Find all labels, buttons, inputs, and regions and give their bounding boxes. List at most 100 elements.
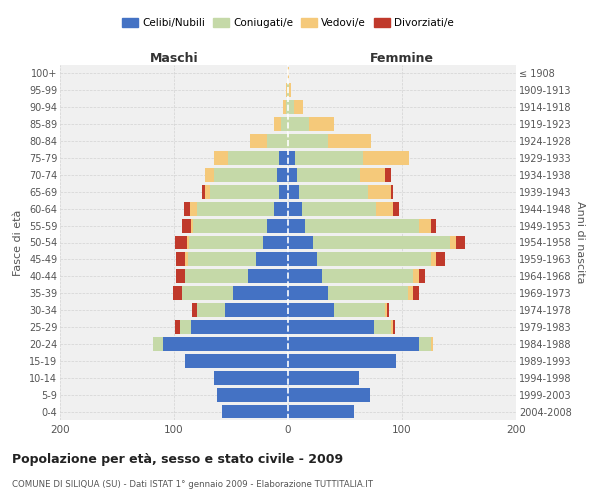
Bar [175,320,180,334]
Bar [302,202,376,215]
Bar [393,202,398,215]
Bar [413,286,419,300]
Bar [154,337,163,351]
Bar [419,337,431,351]
Bar [214,168,277,182]
Bar [288,388,370,402]
Bar [190,202,197,215]
Bar [191,218,193,232]
Bar [360,168,385,182]
Bar [408,286,413,300]
Text: Popolazione per età, sesso e stato civile - 2009: Popolazione per età, sesso e stato civil… [12,452,343,466]
Text: Maschi: Maschi [149,52,199,65]
Bar [256,252,288,266]
Bar [185,252,188,266]
Bar [222,404,288,418]
Y-axis label: Anni di nascita: Anni di nascita [575,201,586,284]
Bar [185,354,288,368]
Bar [391,185,393,198]
Bar [385,303,387,317]
Bar [368,185,391,198]
Bar [294,100,303,114]
Bar [191,320,288,334]
Bar [288,117,308,131]
Bar [288,202,302,215]
Bar [176,270,185,283]
Bar [182,218,191,232]
Bar [268,134,288,148]
Bar [197,303,226,317]
Bar [288,151,295,165]
Bar [281,117,288,131]
Bar [286,84,287,98]
Bar [189,236,263,250]
Bar [436,252,445,266]
Bar [455,236,465,250]
Bar [317,252,431,266]
Bar [431,337,433,351]
Bar [268,218,288,232]
Bar [328,134,371,148]
Bar [289,84,292,98]
Bar [214,371,288,384]
Bar [288,404,354,418]
Bar [373,320,391,334]
Bar [274,202,288,215]
Bar [288,252,317,266]
Bar [328,286,408,300]
Bar [288,66,289,80]
Bar [288,270,322,283]
Bar [431,218,436,232]
Bar [413,270,419,283]
Y-axis label: Fasce di età: Fasce di età [13,210,23,276]
Bar [248,270,288,283]
Bar [205,185,211,198]
Bar [297,168,360,182]
Bar [313,236,450,250]
Bar [295,151,363,165]
Bar [211,185,279,198]
Bar [217,388,288,402]
Bar [283,100,286,114]
Bar [277,168,288,182]
Bar [288,371,359,384]
Bar [393,320,395,334]
Bar [202,185,205,198]
Bar [288,354,397,368]
Bar [385,168,391,182]
Bar [263,236,288,250]
Bar [431,252,436,266]
Bar [173,286,182,300]
Bar [175,236,187,250]
Bar [450,236,455,250]
Bar [288,236,313,250]
Bar [288,84,289,98]
Bar [305,218,419,232]
Bar [279,151,288,165]
Bar [187,236,189,250]
Bar [182,286,233,300]
Bar [288,337,419,351]
Legend: Celibi/Nubili, Coniugati/e, Vedovi/e, Divorziati/e: Celibi/Nubili, Coniugati/e, Vedovi/e, Di… [118,14,458,32]
Bar [250,134,268,148]
Text: COMUNE DI SILIQUA (SU) - Dati ISTAT 1° gennaio 2009 - Elaborazione TUTTITALIA.IT: COMUNE DI SILIQUA (SU) - Dati ISTAT 1° g… [12,480,373,489]
Text: Femmine: Femmine [370,52,434,65]
Bar [288,168,297,182]
Bar [288,134,328,148]
Bar [308,117,334,131]
Bar [274,117,281,131]
Bar [376,202,393,215]
Bar [205,168,214,182]
Bar [184,202,190,215]
Bar [299,185,368,198]
Bar [391,320,393,334]
Bar [322,270,413,283]
Bar [287,84,288,98]
Bar [233,286,288,300]
Bar [227,151,279,165]
Bar [279,185,288,198]
Bar [288,286,328,300]
Bar [334,303,385,317]
Bar [188,252,256,266]
Bar [419,270,425,283]
